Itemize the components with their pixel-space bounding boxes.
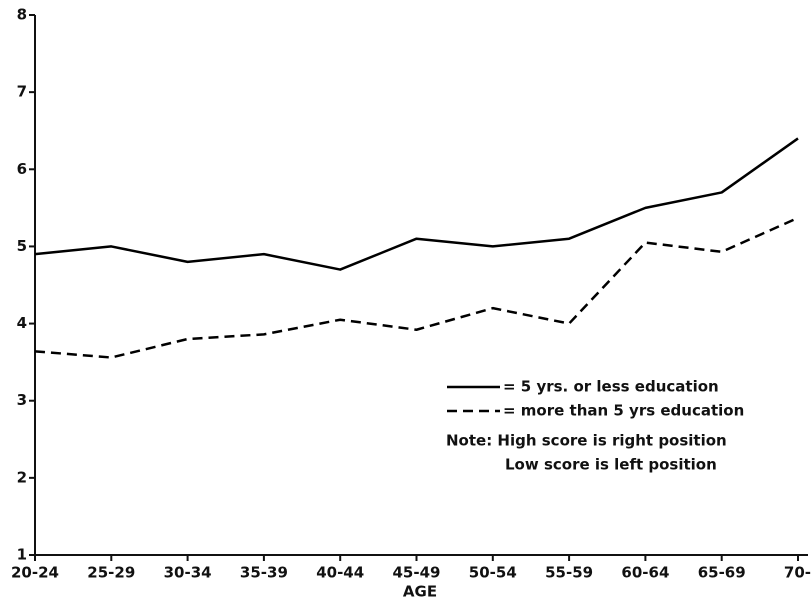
y-tick-label: 7 xyxy=(17,83,27,101)
x-tick-label: 35-39 xyxy=(240,564,288,582)
x-tick-label: 65-69 xyxy=(698,564,746,582)
series-line xyxy=(34,137,799,271)
y-tick-label: 2 xyxy=(17,468,27,486)
y-tick-label: 4 xyxy=(17,314,27,332)
y-tick-label: 1 xyxy=(17,546,27,564)
x-tick-label: 30-34 xyxy=(164,564,212,582)
x-tick-label: 50-54 xyxy=(469,564,517,582)
legend-label: = 5 yrs. or less education xyxy=(503,378,719,396)
x-tick-label: 45-49 xyxy=(393,564,441,582)
x-tick-label: 25-29 xyxy=(87,564,135,582)
x-tick-label: 40-44 xyxy=(316,564,364,582)
y-tick-label: 6 xyxy=(17,160,27,178)
note-line: Low score is left position xyxy=(505,456,717,474)
x-tick-label: 60-64 xyxy=(621,564,669,582)
legend-label: = more than 5 yrs education xyxy=(503,402,744,420)
y-tick-label: 8 xyxy=(17,6,27,24)
x-axis-label: AGE xyxy=(403,583,437,601)
y-tick-label: 3 xyxy=(17,391,27,409)
note-line: Note: High score is right position xyxy=(446,432,727,450)
y-tick-label: 5 xyxy=(17,237,27,255)
x-tick-label: 55-59 xyxy=(545,564,593,582)
x-tick-label: 70- xyxy=(784,564,811,582)
x-tick-label: 20-24 xyxy=(11,564,59,582)
series-line xyxy=(34,216,799,359)
